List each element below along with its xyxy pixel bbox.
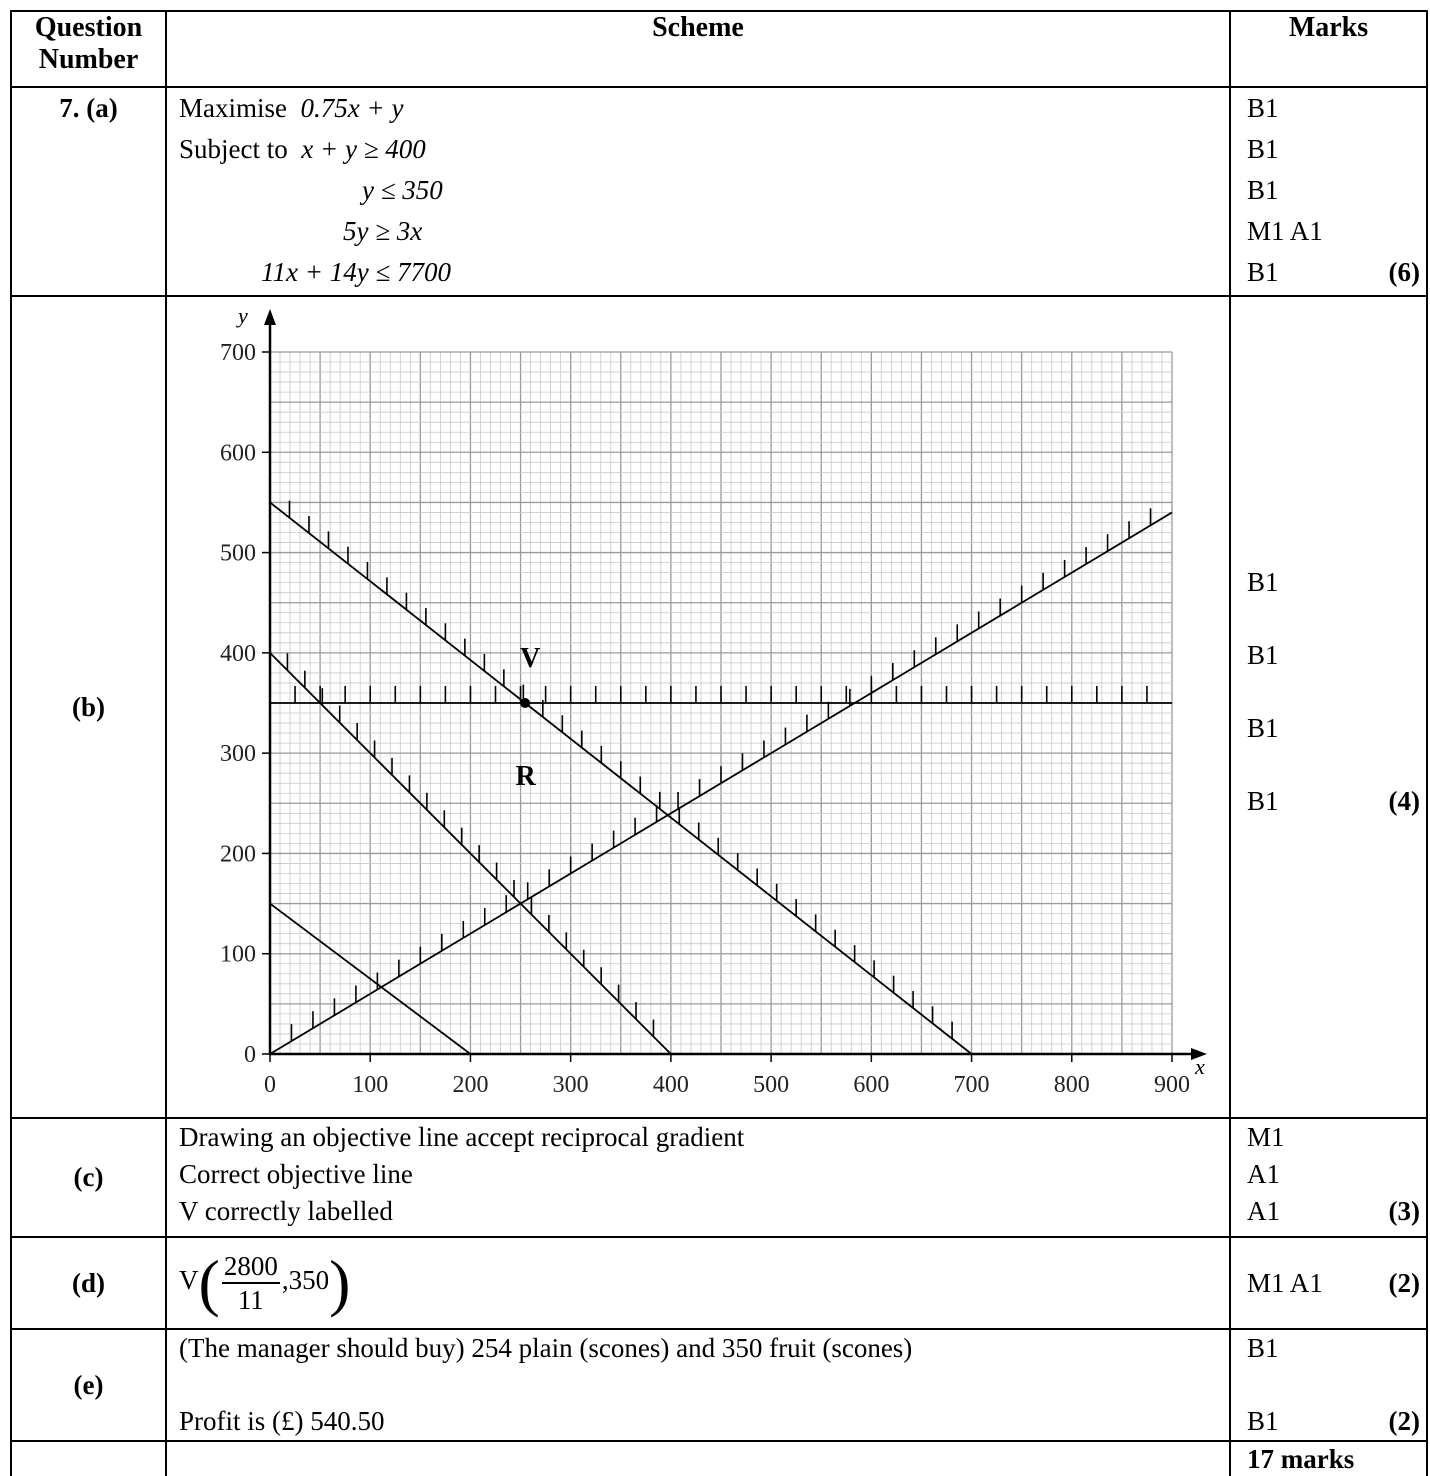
linear-programming-graph: x y 0 100 200 300 400 500 600 700 800 900 0 100 200 300… xyxy=(220,303,1207,1098)
constraint-1: Subject to x + y ≥ 400 xyxy=(179,134,426,164)
y-tick-label: 400 xyxy=(220,641,256,667)
part-c-scheme: Drawing an objective line accept recipro… xyxy=(165,1117,1231,1238)
x-tick-label: 800 xyxy=(1054,1072,1090,1098)
part-a-total: (6) xyxy=(1388,257,1420,287)
part-b-graph-cell: x y 0 100 200 300 400 500 600 700 800 900 0 100 200 300… xyxy=(165,295,1231,1119)
x-tick-label: 100 xyxy=(352,1072,388,1098)
x-tick-label: 700 xyxy=(954,1072,990,1098)
region-label: R xyxy=(516,761,537,792)
marks-header: Marks xyxy=(1229,10,1428,88)
x-tick-label: 400 xyxy=(653,1072,689,1098)
part-e-row: (e) (The manager should buy) 254 plain (… xyxy=(10,1328,1428,1442)
total-row: 17 marks xyxy=(10,1440,1428,1476)
question-number-header: Question Number xyxy=(10,10,167,88)
part-c-row: (c) Drawing an objective line accept rec… xyxy=(10,1117,1428,1238)
y-tick-label: 300 xyxy=(220,741,256,767)
part-d-scheme: V(2800 11,350) xyxy=(165,1236,1231,1330)
y-tick-label: 500 xyxy=(220,541,256,567)
x-tick-label: 0 xyxy=(264,1072,276,1098)
part-a-row: 7. (a) Maximise 0.75x + y Subject to x +… xyxy=(10,86,1428,297)
part-a-label: 7. (a) xyxy=(10,86,167,297)
vertex-label: V xyxy=(520,643,540,674)
y-tick-label: 200 xyxy=(220,841,256,867)
constraint-2: y ≤ 350 xyxy=(362,175,443,205)
part-b-total: (4) xyxy=(1388,786,1420,816)
y-axis-arrow xyxy=(264,309,276,325)
constraint-3: 5y ≥ 3x xyxy=(343,216,423,246)
x-tick-label: 200 xyxy=(452,1072,488,1098)
part-a-marks: B1 B1 B1 M1 A1 B1 (6) xyxy=(1229,86,1428,297)
part-e-marks: B1 B1 (2) xyxy=(1229,1328,1428,1442)
y-tick-label: 600 xyxy=(220,440,256,466)
x-axis-label: x xyxy=(1194,1054,1205,1079)
x-tick-label: 900 xyxy=(1154,1072,1190,1098)
total-marks: 17 marks xyxy=(1229,1440,1428,1476)
part-e-scheme: (The manager should buy) 254 plain (scon… xyxy=(165,1328,1231,1442)
part-c-label: (c) xyxy=(10,1117,167,1238)
part-d-label: (d) xyxy=(10,1236,167,1330)
part-c-marks: M1 A1 A1 (3) xyxy=(1229,1117,1428,1238)
constraint-4: 11x + 14y ≤ 7700 xyxy=(261,257,452,287)
x-tick-label: 300 xyxy=(553,1072,589,1098)
part-a-scheme: Maximise 0.75x + y Subject to x + y ≥ 40… xyxy=(165,86,1231,297)
constraint-line-1 xyxy=(269,902,471,1055)
part-c-total: (3) xyxy=(1388,1196,1420,1226)
x-tick-label: 600 xyxy=(853,1072,889,1098)
part-b-label: (b) xyxy=(10,295,167,1119)
part-b-row: (b) x y 0 100 200 300 400 500 600 700 800 900 0 100 20… xyxy=(10,295,1428,1119)
y-tick-label: 700 xyxy=(220,340,256,366)
y-tick-label: 100 xyxy=(220,942,256,968)
vertex-point xyxy=(520,698,531,708)
part-d-marks: M1 A1 (2) xyxy=(1229,1236,1428,1330)
y-axis-label: y xyxy=(236,303,248,328)
x-axis-arrow xyxy=(1191,1048,1207,1060)
vertex-expression: V(2800 11,350) xyxy=(179,1247,351,1318)
part-e-total: (2) xyxy=(1388,1406,1420,1436)
constraint-line-2 xyxy=(269,652,672,1055)
part-d-row: (d) V(2800 11,350) M1 A1 (2) xyxy=(10,1236,1428,1330)
mark-scheme-table: Question Number Scheme Marks 7. (a) Maxi… xyxy=(10,10,1428,1476)
objective-line: Maximise 0.75x + y xyxy=(179,93,404,123)
y-tick-label: 0 xyxy=(244,1042,256,1068)
part-d-total: (2) xyxy=(1388,1268,1420,1298)
scheme-header: Scheme xyxy=(165,10,1231,88)
x-tick-label: 500 xyxy=(753,1072,789,1098)
part-e-label: (e) xyxy=(10,1328,167,1442)
part-b-marks: B1 B1 B1 B1 (4) xyxy=(1229,295,1428,1119)
header-row: Question Number Scheme Marks xyxy=(10,10,1428,88)
